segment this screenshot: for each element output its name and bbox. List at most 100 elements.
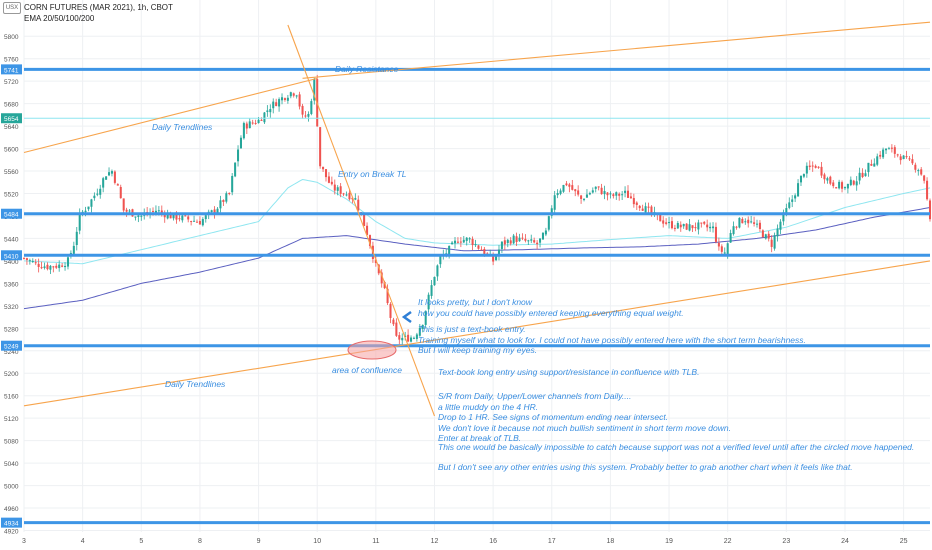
x-tick-label: 9 — [257, 538, 261, 545]
candle — [280, 97, 284, 101]
candle — [879, 154, 882, 157]
candle — [750, 221, 753, 223]
candle — [668, 221, 671, 224]
candle — [706, 224, 709, 228]
candle — [137, 215, 140, 217]
y-tick-label: 5400 — [4, 259, 19, 266]
support-resistance-levels — [24, 67, 930, 525]
y-tick-label: 4920 — [4, 529, 19, 536]
candle — [357, 199, 360, 211]
candle — [483, 248, 486, 255]
note-line: Training myself what to look for. I coul… — [418, 334, 806, 345]
y-tick-label: 5440 — [4, 236, 19, 243]
candle — [556, 193, 559, 196]
candle — [322, 166, 325, 170]
candle — [116, 184, 119, 186]
candle — [310, 101, 313, 114]
candle — [368, 235, 372, 246]
candle — [134, 216, 137, 218]
ema-slow-line — [23, 207, 931, 310]
y-tick-label: 5160 — [4, 394, 19, 401]
candle — [647, 206, 650, 208]
candle — [738, 217, 741, 228]
candle — [758, 222, 761, 230]
candle — [662, 220, 665, 224]
candle — [304, 115, 307, 117]
x-tick-label: 16 — [489, 538, 497, 545]
candle — [190, 221, 193, 223]
candle — [140, 215, 143, 217]
candle — [679, 224, 682, 228]
note-block-2: This is just a text-book entry. Training… — [418, 324, 806, 356]
candle — [289, 92, 292, 97]
daily-trendlines-bottom-label: Daily Trendlines — [165, 379, 226, 389]
level-price-label: 5249 — [4, 344, 19, 351]
candle — [410, 337, 413, 342]
candle — [533, 240, 536, 243]
note-line: how you could have possibly entered keep… — [418, 307, 684, 318]
candle — [606, 192, 609, 196]
candle — [612, 194, 615, 197]
symbol-badge[interactable]: USX — [3, 2, 21, 14]
trendlines — [23, 21, 931, 417]
candle — [471, 238, 474, 246]
candle — [609, 193, 612, 195]
candle — [254, 122, 257, 124]
candle — [820, 166, 823, 176]
candle — [251, 122, 254, 124]
candle — [260, 119, 263, 121]
candle — [324, 169, 328, 178]
candle — [673, 227, 676, 229]
indicator-legend[interactable]: EMA 20/50/100/200 — [24, 14, 95, 23]
candle — [108, 172, 111, 176]
candle — [172, 212, 175, 219]
candle — [732, 226, 735, 235]
candle — [58, 264, 61, 269]
candle — [541, 232, 544, 240]
candle — [110, 171, 113, 174]
candle — [181, 215, 184, 221]
candle — [539, 238, 542, 243]
candle — [128, 210, 131, 212]
candle — [577, 190, 580, 195]
y-tick-label: 5320 — [4, 304, 19, 311]
candle — [697, 222, 700, 230]
candle — [808, 165, 811, 168]
candle — [283, 98, 286, 100]
candle — [791, 199, 794, 202]
candle — [899, 156, 902, 161]
candle — [882, 149, 885, 158]
candle — [797, 183, 800, 197]
candle — [817, 166, 820, 168]
candle — [843, 187, 846, 189]
candle — [354, 198, 357, 200]
time-axis: 3 4 5 8 9 10 11 12 16 17 18 19 22 23 24 25 — [0, 534, 932, 550]
x-tick-label: 23 — [782, 538, 790, 545]
candle — [712, 226, 715, 229]
y-tick-label: 5520 — [4, 192, 19, 199]
candle — [544, 230, 547, 235]
candle — [187, 216, 190, 220]
y-tick-label: 5680 — [4, 102, 19, 109]
candle — [503, 240, 506, 245]
chart-title: CORN FUTURES (MAR 2021), 1h, CBOT — [24, 3, 173, 12]
candle — [480, 249, 483, 251]
price-axis: 5800576057205680564056005560552054805440… — [0, 0, 23, 550]
candle — [585, 194, 588, 198]
candle — [105, 176, 108, 180]
note-line-3: Text-book long entry using support/resis… — [438, 367, 700, 377]
trendline — [302, 21, 931, 79]
candle — [78, 212, 81, 231]
candle — [682, 224, 685, 227]
daily-resistance-label: Daily Resistance — [335, 64, 399, 74]
candle — [776, 228, 779, 237]
candle — [864, 173, 867, 177]
candle — [591, 190, 594, 193]
candle — [154, 210, 157, 213]
candle — [453, 240, 457, 244]
candle — [339, 186, 342, 194]
candle — [64, 265, 67, 268]
candle — [266, 110, 269, 112]
candle — [102, 178, 105, 188]
